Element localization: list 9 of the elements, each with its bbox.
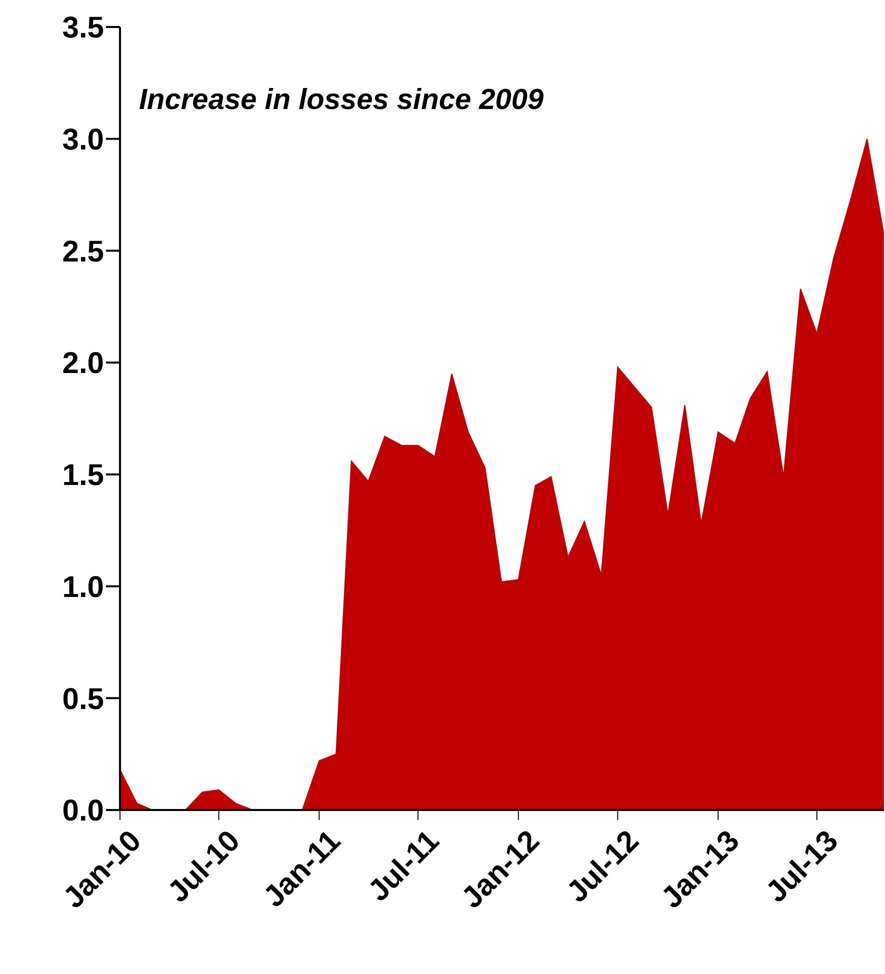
y-tick-label: 3.5 [62, 12, 104, 45]
y-tick-label: 3.0 [62, 124, 104, 157]
y-tick-label: 0.5 [62, 682, 104, 716]
y-tick-label: 2.5 [62, 235, 104, 268]
y-tick-label: 1.5 [62, 459, 104, 492]
y-tick-label: 2.0 [62, 347, 104, 380]
annotation: Increase in losses since 2009 [139, 84, 544, 117]
y-tick-label: 0.0 [62, 794, 104, 828]
y-tick-label: 1.0 [62, 570, 104, 604]
